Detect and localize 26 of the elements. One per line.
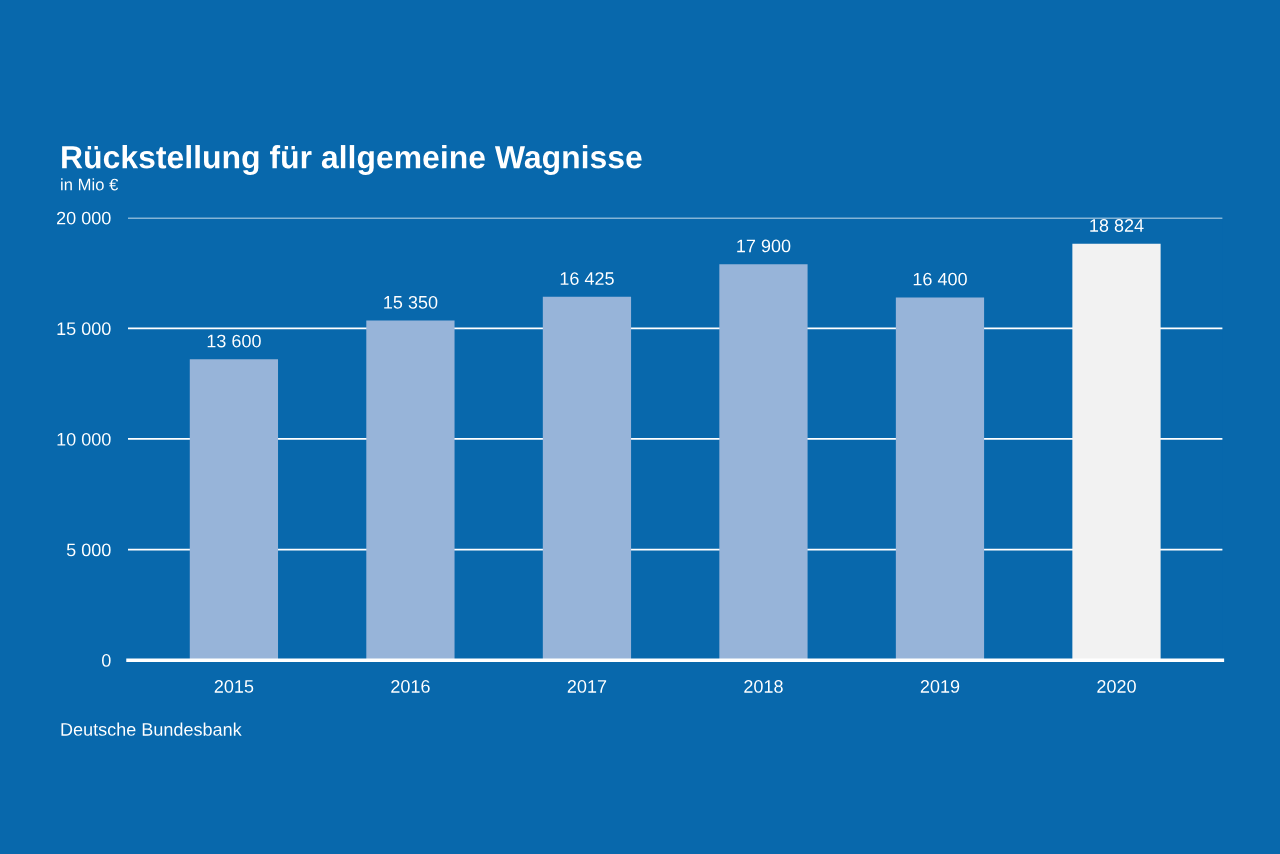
bar [895, 297, 985, 661]
chart-title: Rückstellung für allgemeine Wagnisse [62, 145, 642, 175]
bar [719, 264, 808, 661]
data-label: 15 350 [384, 295, 438, 309]
bar [1072, 243, 1161, 661]
x-tick-label: 2016 [391, 680, 430, 693]
bar [189, 359, 279, 661]
text: Deutsche Bundesbank [61, 722, 242, 736]
bar [366, 320, 455, 661]
x-tick-label: 2017 [567, 680, 607, 693]
chart-subtitle: in Mio € [61, 178, 119, 191]
y-tick-label: 0 [102, 654, 111, 667]
data-label: 18 824 [1090, 219, 1144, 232]
x-tick-label: 2020 [1097, 680, 1136, 693]
data-label: 16 425 [560, 272, 614, 285]
data-label: 16 400 [913, 272, 967, 286]
data-label: 17 900 [737, 239, 791, 253]
x-tick-label: 2015 [214, 680, 254, 693]
y-tick-label: 10 000 [57, 432, 111, 446]
x-tick-label: 2018 [744, 680, 783, 693]
bar [542, 296, 632, 661]
x-tick-label: 2019 [920, 680, 960, 693]
y-tick-label: 15 000 [57, 322, 111, 336]
y-tick-label: 20 000 [57, 211, 111, 225]
y-tick-label: 5 000 [66, 543, 111, 557]
data-label: 13 600 [207, 334, 261, 348]
